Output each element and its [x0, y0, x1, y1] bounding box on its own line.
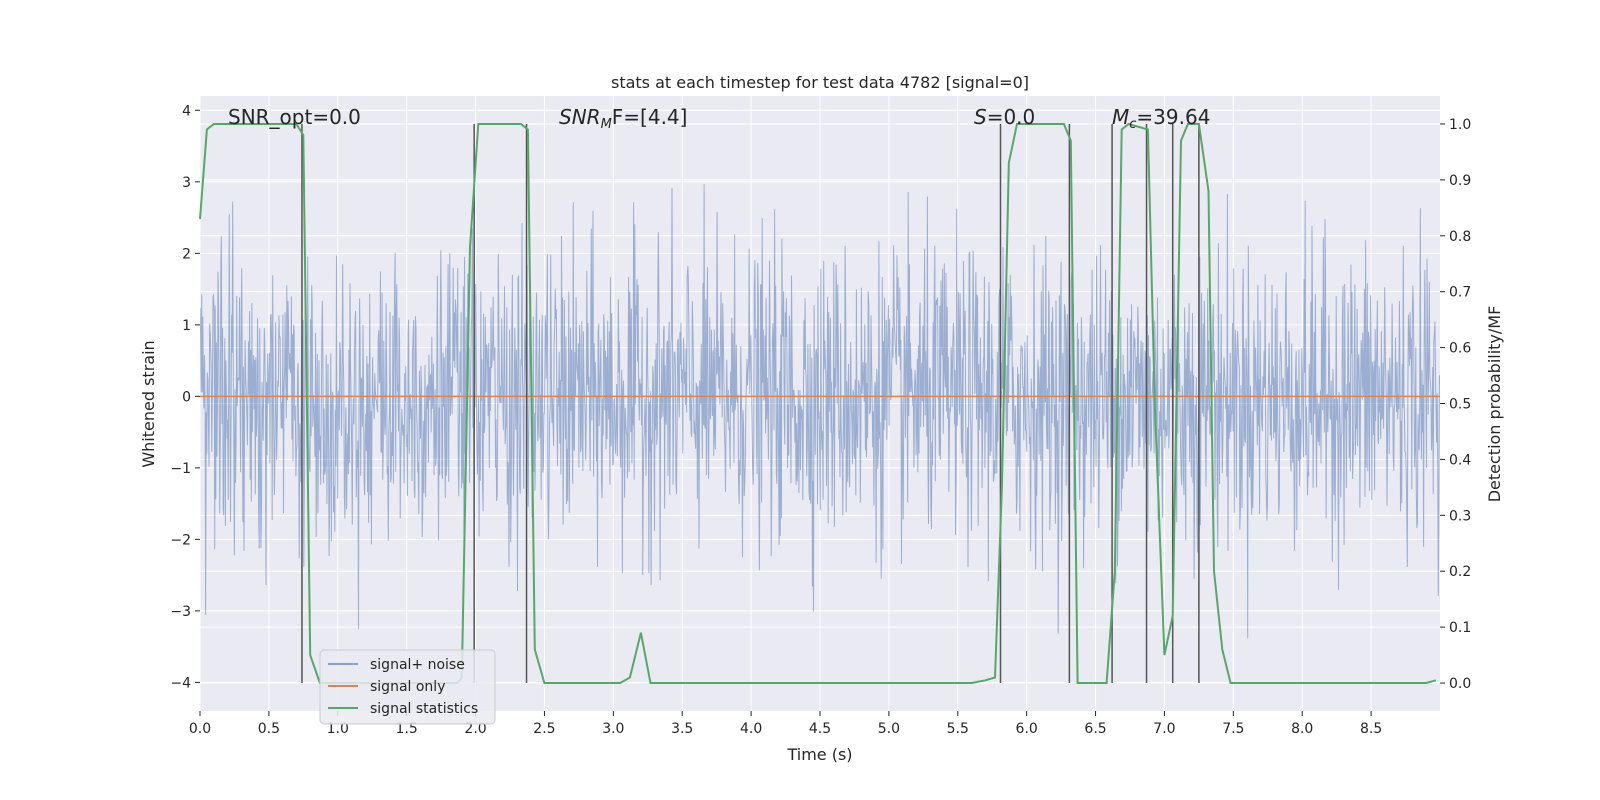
y2-tick-label: 0.0 — [1449, 676, 1471, 692]
y-tick-label: −1 — [170, 461, 191, 477]
y2-tick-label: 1.0 — [1449, 117, 1471, 133]
x-axis-ticks: 0.0 0.5 1.0 1.5 2.0 2.5 3.0 3.5 4.0 4.5 5.0 5.5 6.0 6… — [189, 711, 1382, 737]
x-tick-label: 6.0 — [1016, 721, 1038, 737]
y2-tick-label: 0.2 — [1449, 564, 1471, 580]
x-tick-label: 5.0 — [878, 721, 900, 737]
x-tick-label: 1.0 — [327, 721, 349, 737]
x-tick-label: 4.0 — [740, 721, 762, 737]
y-tick-label: 2 — [182, 246, 191, 262]
y2-tick-label: 0.6 — [1449, 341, 1471, 357]
x-axis-label: Time (s) — [786, 745, 852, 764]
noise-trace — [200, 184, 1440, 639]
x-tick-label: 8.0 — [1291, 721, 1313, 737]
annotation-snr-opt: SNR_opt=0.0 — [228, 105, 361, 129]
x-tick-label: 3.5 — [671, 721, 693, 737]
legend: signal+ noise signal only signal statist… — [319, 649, 496, 725]
y2-tick-label: 0.1 — [1449, 620, 1471, 636]
annotation-s: S=0.0 — [974, 105, 1035, 129]
x-tick-label: 1.5 — [396, 721, 418, 737]
y-axis-ticks: −4 −3 −2 −1 0 1 2 3 4 — [170, 103, 200, 691]
x-tick-label: 4.5 — [809, 721, 831, 737]
legend-label-signal: signal only — [370, 679, 445, 695]
y2-axis-ticks: 0.0 0.1 0.2 0.3 0.4 0.5 0.6 0.7 0.8 0.9 1.0 — [1440, 117, 1471, 692]
y-tick-label: 0 — [182, 389, 191, 405]
y-tick-label: −4 — [170, 675, 191, 691]
series-signal-noise — [200, 184, 1440, 639]
y2-axis-label: Detection probability/MF — [1485, 306, 1504, 503]
y2-tick-label: 0.5 — [1449, 397, 1471, 413]
x-tick-label: 0.0 — [189, 721, 211, 737]
y2-tick-label: 0.9 — [1449, 173, 1471, 189]
y2-tick-label: 0.3 — [1449, 508, 1471, 524]
x-tick-label: 2.0 — [464, 721, 486, 737]
legend-box — [319, 649, 496, 725]
x-tick-label: 2.5 — [533, 721, 555, 737]
x-tick-label: 5.5 — [947, 721, 969, 737]
chart-title: stats at each timestep for test data 478… — [611, 73, 1029, 92]
y-axis-label: Whitened strain — [139, 340, 158, 467]
x-tick-label: 7.5 — [1222, 721, 1244, 737]
y-tick-label: 3 — [182, 175, 191, 191]
y-tick-label: −2 — [170, 532, 191, 548]
y-tick-label: 1 — [182, 318, 191, 334]
y2-tick-label: 0.8 — [1449, 229, 1471, 245]
x-tick-label: 8.5 — [1360, 721, 1382, 737]
y2-tick-label: 0.4 — [1449, 452, 1471, 468]
x-tick-label: 0.5 — [258, 721, 280, 737]
y2-tick-label: 0.7 — [1449, 285, 1471, 301]
annotation-mc: Mc=39.64 — [1112, 105, 1210, 132]
x-tick-label: 3.0 — [602, 721, 624, 737]
annotation-snr-mf: SNRMF=[4.4] — [559, 105, 687, 132]
x-tick-label: 6.5 — [1084, 721, 1106, 737]
y-tick-label: −3 — [170, 604, 191, 620]
marker-lines — [301, 123, 1200, 684]
y-tick-label: 4 — [182, 103, 191, 119]
legend-label-statistics: signal statistics — [370, 701, 478, 717]
legend-label-noise: signal+ noise — [370, 657, 465, 673]
x-tick-label: 7.0 — [1153, 721, 1175, 737]
